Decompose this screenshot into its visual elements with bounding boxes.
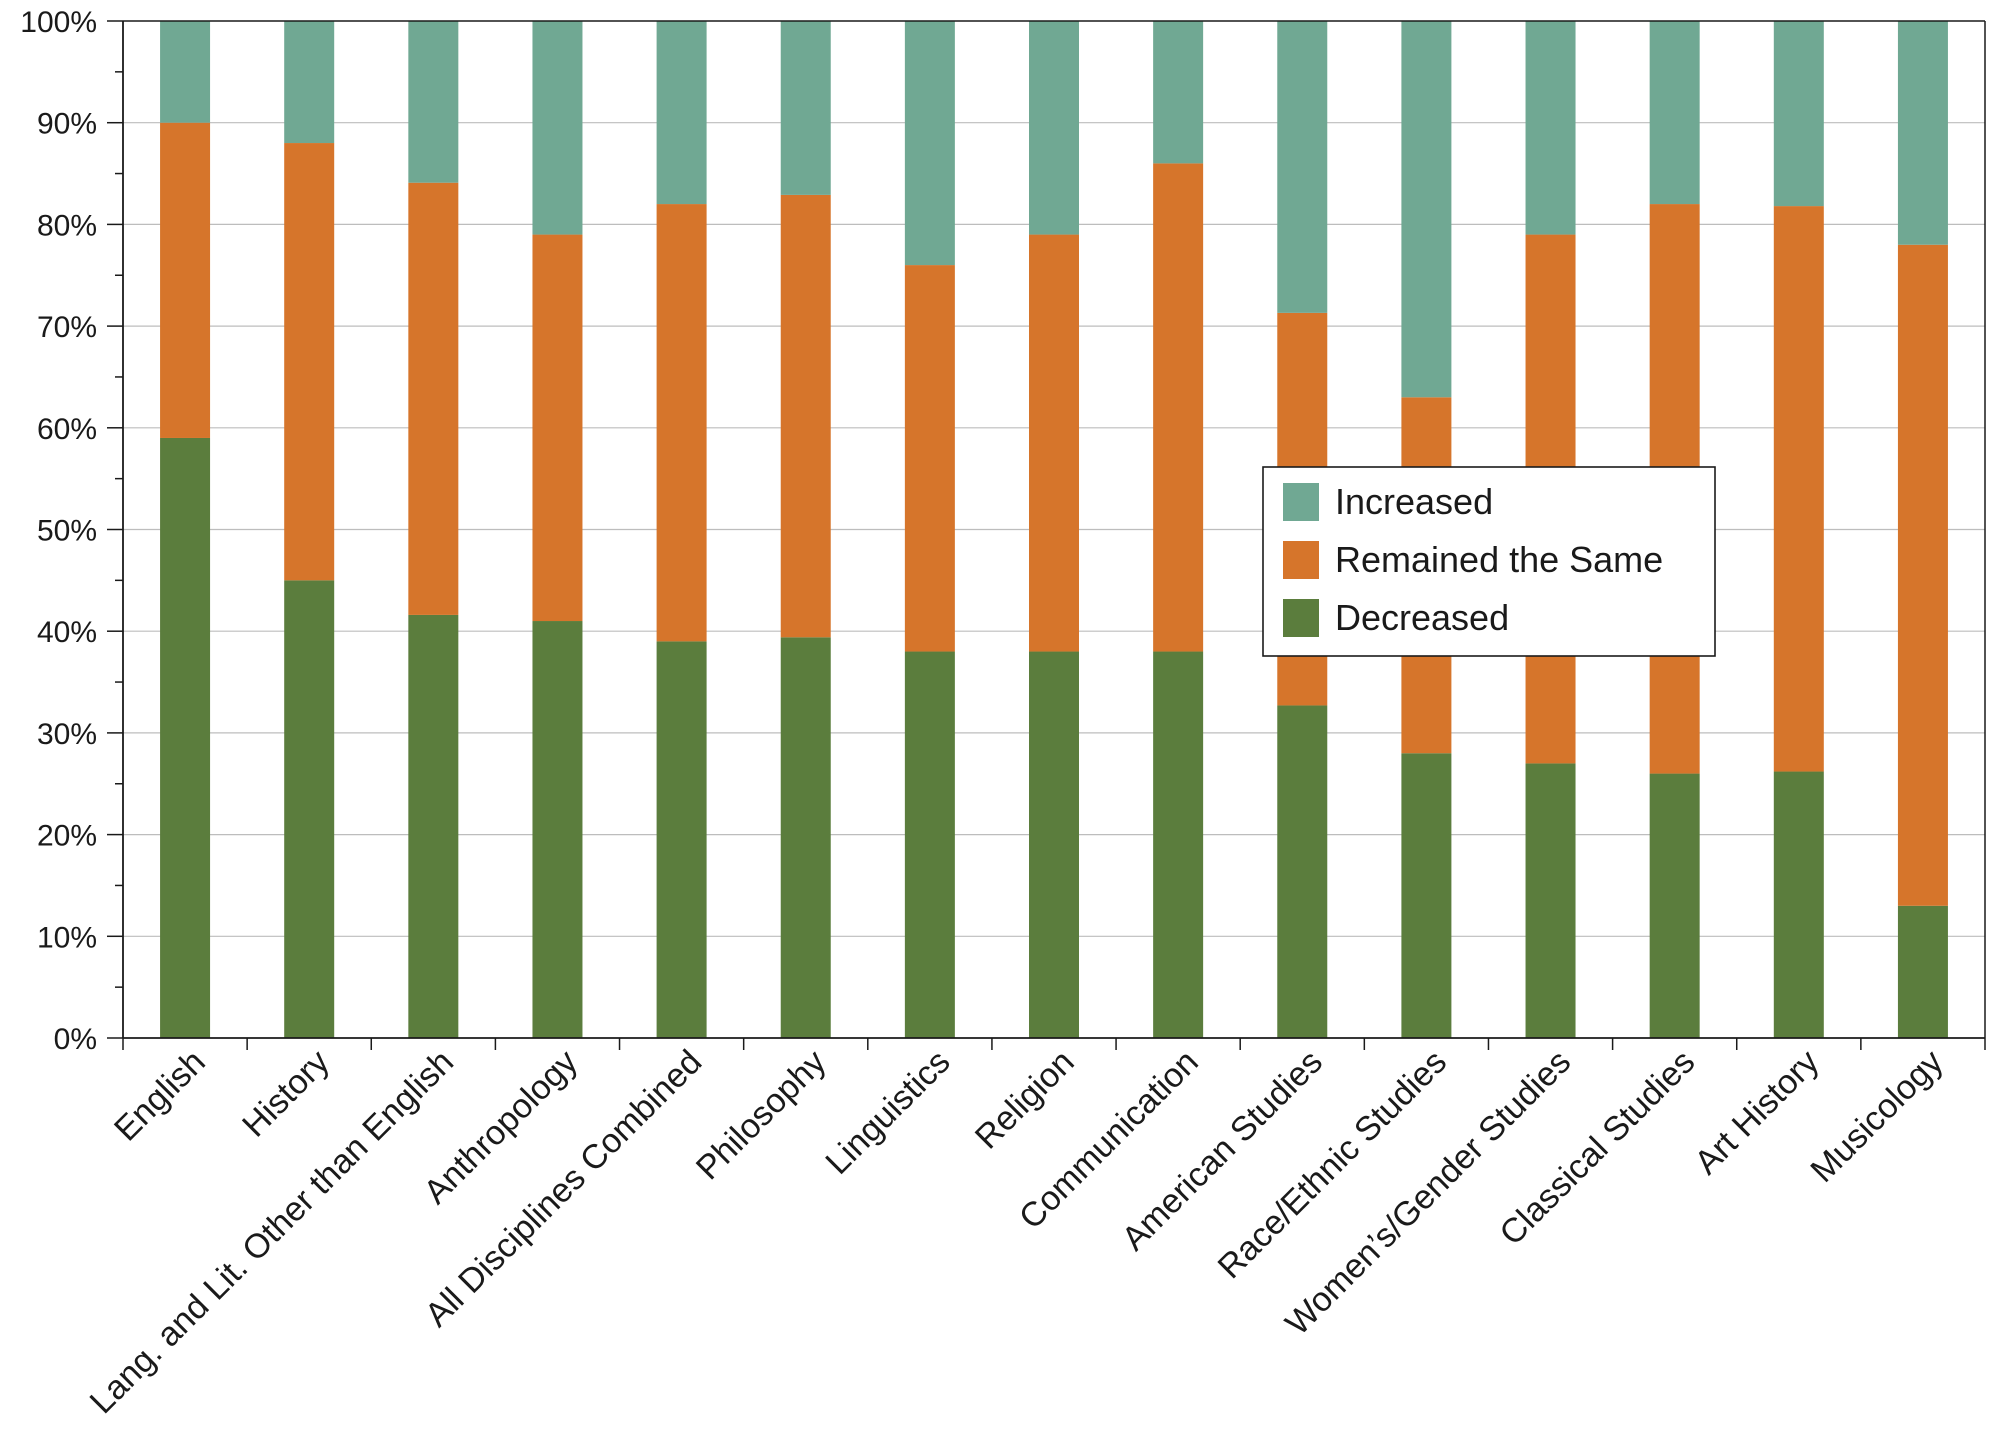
bar-remained-the-same-communication — [1153, 163, 1204, 652]
bar-increased-communication — [1153, 21, 1204, 164]
x-category-label-history: History — [235, 1043, 337, 1145]
bar-increased-religion — [1029, 21, 1079, 235]
y-tick-label: 40% — [37, 616, 97, 649]
bar-increased-all-disciplines-combined — [656, 21, 707, 205]
y-tick-label: 70% — [37, 311, 97, 344]
bar-increased-musicology — [1897, 21, 1948, 245]
legend-label-increased: Increased — [1335, 481, 1493, 522]
y-tick-labels: 0% 10% 20% 30% 40% 50% 60% 70% 80% 90% 100% — [20, 6, 97, 1056]
y-tick-label: 20% — [37, 820, 97, 853]
x-category-label-english: English — [107, 1043, 213, 1149]
legend-box — [1262, 466, 1716, 657]
bar-remained-the-same-religion — [1029, 234, 1079, 652]
bar-decreased-lang-and-lit-other-than-english — [408, 614, 459, 1038]
x-category-label-musicology: Musicology — [1803, 1043, 1950, 1190]
axes — [107, 20, 1986, 1050]
y-tick-label: 60% — [37, 413, 97, 446]
bar-increased-english — [160, 21, 211, 123]
bar-decreased-philosophy — [780, 637, 831, 1038]
bar-decreased-race-ethnic-studies — [1401, 753, 1452, 1038]
y-tick-label: 50% — [37, 515, 97, 548]
bar-decreased-anthropology — [532, 621, 583, 1038]
bar-remained-the-same-all-disciplines-combined — [656, 204, 707, 642]
y-tick-label: 80% — [37, 209, 97, 242]
bar-remained-the-same-english — [160, 122, 211, 438]
legend-swatch-remained-the-same — [1283, 541, 1319, 579]
bar-decreased-religion — [1029, 651, 1079, 1038]
bar-decreased-communication — [1153, 651, 1204, 1038]
bar-decreased-english — [160, 437, 211, 1039]
bar-decreased-women-s-gender-studies — [1525, 763, 1576, 1038]
legend-swatch-increased — [1283, 483, 1319, 521]
bar-increased-american-studies — [1277, 21, 1328, 313]
bar-decreased-american-studies — [1277, 705, 1328, 1038]
y-tick-label: 30% — [37, 718, 97, 751]
bar-increased-women-s-gender-studies — [1525, 21, 1576, 235]
bar-decreased-history — [284, 580, 335, 1038]
bar-increased-race-ethnic-studies — [1401, 21, 1452, 398]
bar-increased-anthropology — [532, 21, 583, 235]
bar-remained-the-same-art-history — [1773, 206, 1824, 772]
y-tick-label: 100% — [20, 6, 97, 39]
bar-remained-the-same-anthropology — [532, 234, 583, 622]
y-tick-label: 10% — [37, 921, 97, 954]
y-tick-label: 90% — [37, 108, 97, 141]
bar-increased-art-history — [1773, 21, 1824, 207]
bar-remained-the-same-linguistics — [904, 265, 955, 652]
x-category-label-linguistics: Linguistics — [818, 1043, 957, 1182]
bar-decreased-all-disciplines-combined — [656, 641, 707, 1038]
bar-increased-history — [284, 21, 335, 144]
bar-decreased-classical-studies — [1649, 773, 1700, 1038]
x-category-label-philosophy: Philosophy — [689, 1043, 833, 1187]
bar-increased-linguistics — [904, 21, 955, 266]
bar-remained-the-same-musicology — [1897, 244, 1948, 906]
bar-remained-the-same-history — [284, 143, 335, 581]
bar-increased-classical-studies — [1649, 21, 1700, 205]
bar-decreased-linguistics — [904, 651, 955, 1038]
bars — [160, 21, 1948, 1039]
x-category-label-race-ethnic-studies: Race/Ethnic Studies — [1211, 1043, 1454, 1286]
legend-label-remained-the-same: Remained the Same — [1335, 539, 1663, 580]
bar-remained-the-same-lang-and-lit-other-than-english — [408, 182, 459, 615]
bar-increased-lang-and-lit-other-than-english — [408, 21, 459, 183]
legend: Increased Remained the Same Decreased — [1262, 466, 1716, 657]
bar-decreased-art-history — [1773, 771, 1824, 1038]
bar-remained-the-same-philosophy — [780, 194, 831, 638]
bar-increased-philosophy — [780, 21, 831, 195]
x-category-label-religion: Religion — [968, 1043, 1082, 1157]
legend-label-decreased: Decreased — [1335, 597, 1509, 638]
bar-decreased-musicology — [1897, 905, 1948, 1038]
y-tick-label: 0% — [54, 1023, 97, 1056]
legend-swatch-decreased — [1283, 599, 1319, 637]
